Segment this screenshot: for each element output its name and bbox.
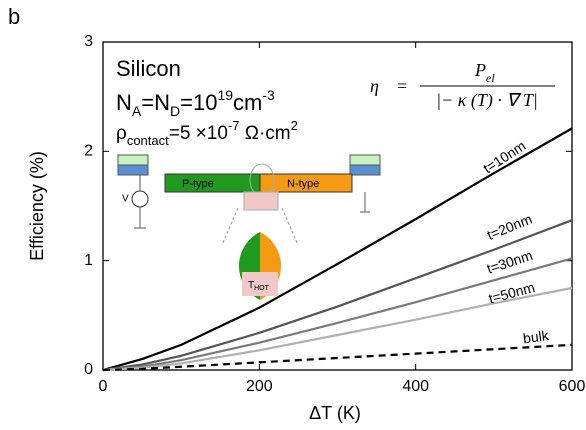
- contact-top: [349, 154, 381, 166]
- series-label: bulk: [522, 327, 551, 347]
- n-region: [259, 173, 353, 193]
- series-line: [102, 257, 573, 372]
- doping: NA=ND=1019cm-3: [116, 87, 275, 119]
- n-label: N-type: [287, 178, 319, 190]
- voltage-source: [131, 190, 149, 208]
- x-tick-label: 200: [246, 378, 273, 395]
- device-inset: P-type N-type V THOT: [117, 154, 381, 300]
- x-tick-label: 600: [559, 378, 586, 395]
- plot-frame: [102, 41, 573, 371]
- contact: ρcontact=5 ×10-7 Ω·cm2: [116, 118, 298, 148]
- series-line: [102, 127, 573, 372]
- wires: [134, 175, 370, 229]
- contact-bottom: [349, 164, 381, 176]
- x-tick-label: 0: [99, 378, 108, 395]
- series-line: [102, 286, 573, 372]
- y-tick-label: 1: [84, 252, 93, 269]
- eq-denominator: |− κ (T) · ∇ T|: [436, 90, 538, 111]
- series-line: [102, 219, 573, 372]
- x-axis-label: ΔT (K): [309, 403, 361, 423]
- contact-top: [117, 154, 149, 166]
- thot-label: THOT: [248, 280, 270, 293]
- panel-label: b: [8, 4, 20, 29]
- y-tick-label: 3: [84, 33, 93, 50]
- series-label: t=50nm: [487, 279, 537, 307]
- v-label: V: [122, 194, 129, 205]
- contact-bottom: [117, 164, 149, 176]
- eq-equals: =: [397, 76, 407, 96]
- material: Silicon: [116, 56, 181, 81]
- heater: [243, 191, 279, 211]
- annotation-text: Silicon NA=ND=1019cm-3 ρcontact=5 ×10-7 …: [116, 56, 555, 148]
- y-tick-label: 2: [84, 143, 93, 160]
- eq-numerator: Pel: [474, 60, 495, 85]
- y-axis-label: Efficiency (%): [27, 151, 47, 261]
- x-tick-label: 400: [402, 378, 429, 395]
- p-label: P-type: [182, 178, 214, 190]
- zoom-heater: [242, 272, 278, 296]
- series-line: [102, 343, 573, 372]
- eq-lhs: η: [370, 76, 379, 96]
- y-tick-label: 0: [84, 361, 93, 378]
- zoom-lines: [221, 207, 299, 246]
